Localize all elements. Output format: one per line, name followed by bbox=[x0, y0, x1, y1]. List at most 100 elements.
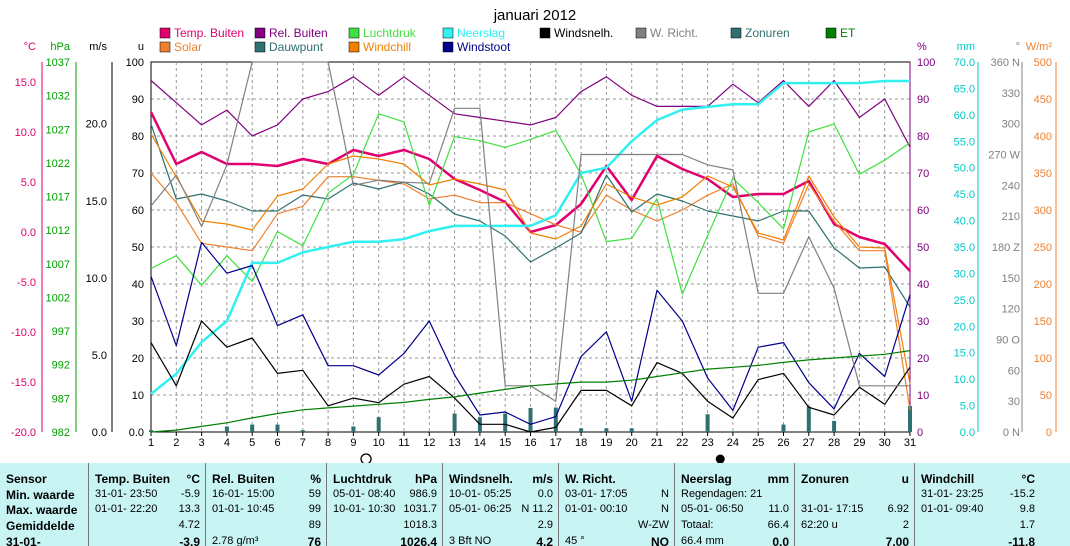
legend-label: Temp. Buiten bbox=[174, 26, 244, 40]
stats-min-value: N bbox=[661, 488, 669, 500]
dir-tick-label: 120 bbox=[1002, 304, 1020, 316]
zonuren-bar bbox=[351, 426, 356, 432]
stats-column: Zonuren u 31-01- 17:15 6.92 62:20 u 2 7.00 bbox=[794, 463, 915, 546]
hours-tick-label: 50 bbox=[132, 242, 144, 254]
zonuren-bar bbox=[300, 430, 305, 432]
x-tick-label: 5 bbox=[249, 437, 255, 449]
rain-tick-label: 65.0 bbox=[954, 83, 975, 95]
solar-tick-label: 100 bbox=[1034, 353, 1052, 365]
x-tick-label: 14 bbox=[474, 437, 486, 449]
stats-max-label: 01-01- 09:40 bbox=[921, 503, 984, 515]
baro-unit-label: hPa bbox=[50, 41, 70, 53]
series-rel bbox=[150, 76, 911, 148]
x-tick-label: 27 bbox=[803, 437, 815, 449]
stats-title-unit: hPa bbox=[414, 472, 437, 486]
baro-tick-label: 1032 bbox=[46, 91, 70, 103]
legend-swatch bbox=[539, 27, 551, 39]
hours-tick-label: 20 bbox=[132, 353, 144, 365]
baro-tick-label: 992 bbox=[52, 360, 70, 372]
zonuren-bar bbox=[452, 413, 457, 432]
statistics-panel: Sensor Min. waarde Max. waarde Gemiddeld… bbox=[0, 463, 1070, 546]
x-tick-label: 29 bbox=[853, 437, 865, 449]
stats-column: Windsnelh. m/s 10-01- 05:25 0.0 05-01- 06:25… bbox=[442, 463, 559, 546]
stats-title-title: Rel. Buiten bbox=[212, 472, 275, 486]
hours-tick-label: 60 bbox=[132, 205, 144, 217]
stats-title-unit: °C bbox=[1021, 472, 1035, 486]
x-tick-label: 6 bbox=[274, 437, 280, 449]
stats-avg-value: 4.72 bbox=[178, 519, 200, 531]
stats-cur-value: NO bbox=[651, 535, 669, 546]
rain-tick-label: 45.0 bbox=[954, 189, 975, 201]
stats-title-unit: mm bbox=[767, 472, 789, 486]
wind-tick-label: 15.0 bbox=[86, 196, 107, 208]
legend-label: Solar bbox=[174, 40, 202, 54]
wind-tick-label: 0.0 bbox=[92, 427, 107, 439]
stats-max-value: 11.0 bbox=[768, 503, 789, 515]
stats-min-value: -15.2 bbox=[1009, 488, 1035, 500]
stats-cur-value: 76 bbox=[307, 535, 321, 546]
x-tick-label: 9 bbox=[350, 437, 356, 449]
stats-avg-value: 1.7 bbox=[1019, 519, 1035, 531]
x-tick-label: 15 bbox=[499, 437, 511, 449]
temp-tick-label: -5.0 bbox=[17, 277, 36, 289]
x-tick-label: 19 bbox=[600, 437, 612, 449]
stats-max-value: N 11.2 bbox=[521, 503, 553, 515]
rain-tick-label: 25.0 bbox=[954, 295, 975, 307]
chart-series bbox=[149, 61, 911, 433]
legend-swatch bbox=[635, 27, 647, 39]
series-gust bbox=[150, 241, 911, 425]
stats-cur-value: 0.0 bbox=[772, 535, 789, 546]
stats-avg-value: W-ZW bbox=[638, 519, 669, 531]
stats-title-title: Zonuren bbox=[801, 472, 849, 486]
dir-tick-label: 300 bbox=[1002, 119, 1020, 131]
rain-tick-label: 60.0 bbox=[954, 110, 975, 122]
series-wspd bbox=[150, 320, 911, 433]
legend-swatch bbox=[254, 27, 266, 39]
zonuren-bar bbox=[730, 431, 735, 432]
rain-tick-label: 40.0 bbox=[954, 216, 975, 228]
zonuren-bar bbox=[705, 414, 710, 432]
stats-cur-label: 3 Bft NO bbox=[449, 535, 492, 546]
stats-row-labels: Sensor Min. waarde Max. waarde Gemiddeld… bbox=[0, 463, 88, 546]
dir-tick-label: 360 N bbox=[991, 57, 1020, 69]
hours-tick-label: 30 bbox=[132, 316, 144, 328]
hours-unit-label: u bbox=[138, 41, 144, 53]
series-dew bbox=[150, 123, 911, 308]
stats-column: Luchtdruk hPa 05-01- 08:40 986.9 10-01- 10:3… bbox=[326, 463, 443, 546]
stats-min-label: 31-01- 23:25 bbox=[921, 488, 984, 500]
baro-tick-label: 1022 bbox=[46, 158, 70, 170]
solar-tick-label: 0 bbox=[1046, 427, 1052, 439]
legend-label: ET bbox=[840, 26, 856, 40]
legend-swatch bbox=[159, 41, 171, 53]
solar-tick-label: 200 bbox=[1034, 279, 1052, 291]
stats-max-value: N bbox=[661, 503, 669, 515]
full-moon-icon bbox=[360, 453, 372, 463]
dir-tick-label: 150 bbox=[1002, 273, 1020, 285]
legend-swatch bbox=[159, 27, 171, 39]
stats-column: W. Richt. 03-01- 17:05 N 01-01- 00:10 N W-ZW 4… bbox=[558, 463, 675, 546]
zonuren-bar bbox=[629, 428, 634, 432]
legend-swatch bbox=[825, 27, 837, 39]
stats-avg-label: Totaal: bbox=[681, 519, 714, 531]
dir-tick-label: 180 Z bbox=[992, 242, 1020, 254]
hours-tick-label: 40 bbox=[132, 279, 144, 291]
hum-tick-label: 10 bbox=[917, 390, 929, 402]
wind-tick-label: 20.0 bbox=[86, 119, 107, 131]
temp-tick-label: 15.0 bbox=[15, 77, 36, 89]
stats-title-title: Temp. Buiten bbox=[95, 472, 171, 486]
series-chill bbox=[150, 133, 911, 385]
stats-min-label: 10-01- 05:25 bbox=[449, 488, 512, 500]
stats-max-label: 01-01- 10:45 bbox=[212, 503, 275, 515]
wind-tick-label: 5.0 bbox=[92, 350, 107, 362]
dir-unit-label: ° bbox=[1016, 41, 1020, 53]
baro-tick-label: 987 bbox=[52, 393, 70, 405]
baro-tick-label: 1002 bbox=[46, 292, 70, 304]
hum-tick-label: 20 bbox=[917, 353, 929, 365]
stats-max-label: 10-01- 10:30 bbox=[333, 503, 396, 515]
x-tick-label: 28 bbox=[828, 437, 840, 449]
baro-tick-label: 1027 bbox=[46, 124, 70, 136]
legend-label: W. Richt. bbox=[650, 26, 698, 40]
baro-tick-label: 1012 bbox=[46, 225, 70, 237]
legend-label: Neerslag bbox=[457, 26, 505, 40]
new-moon-icon bbox=[715, 454, 725, 463]
